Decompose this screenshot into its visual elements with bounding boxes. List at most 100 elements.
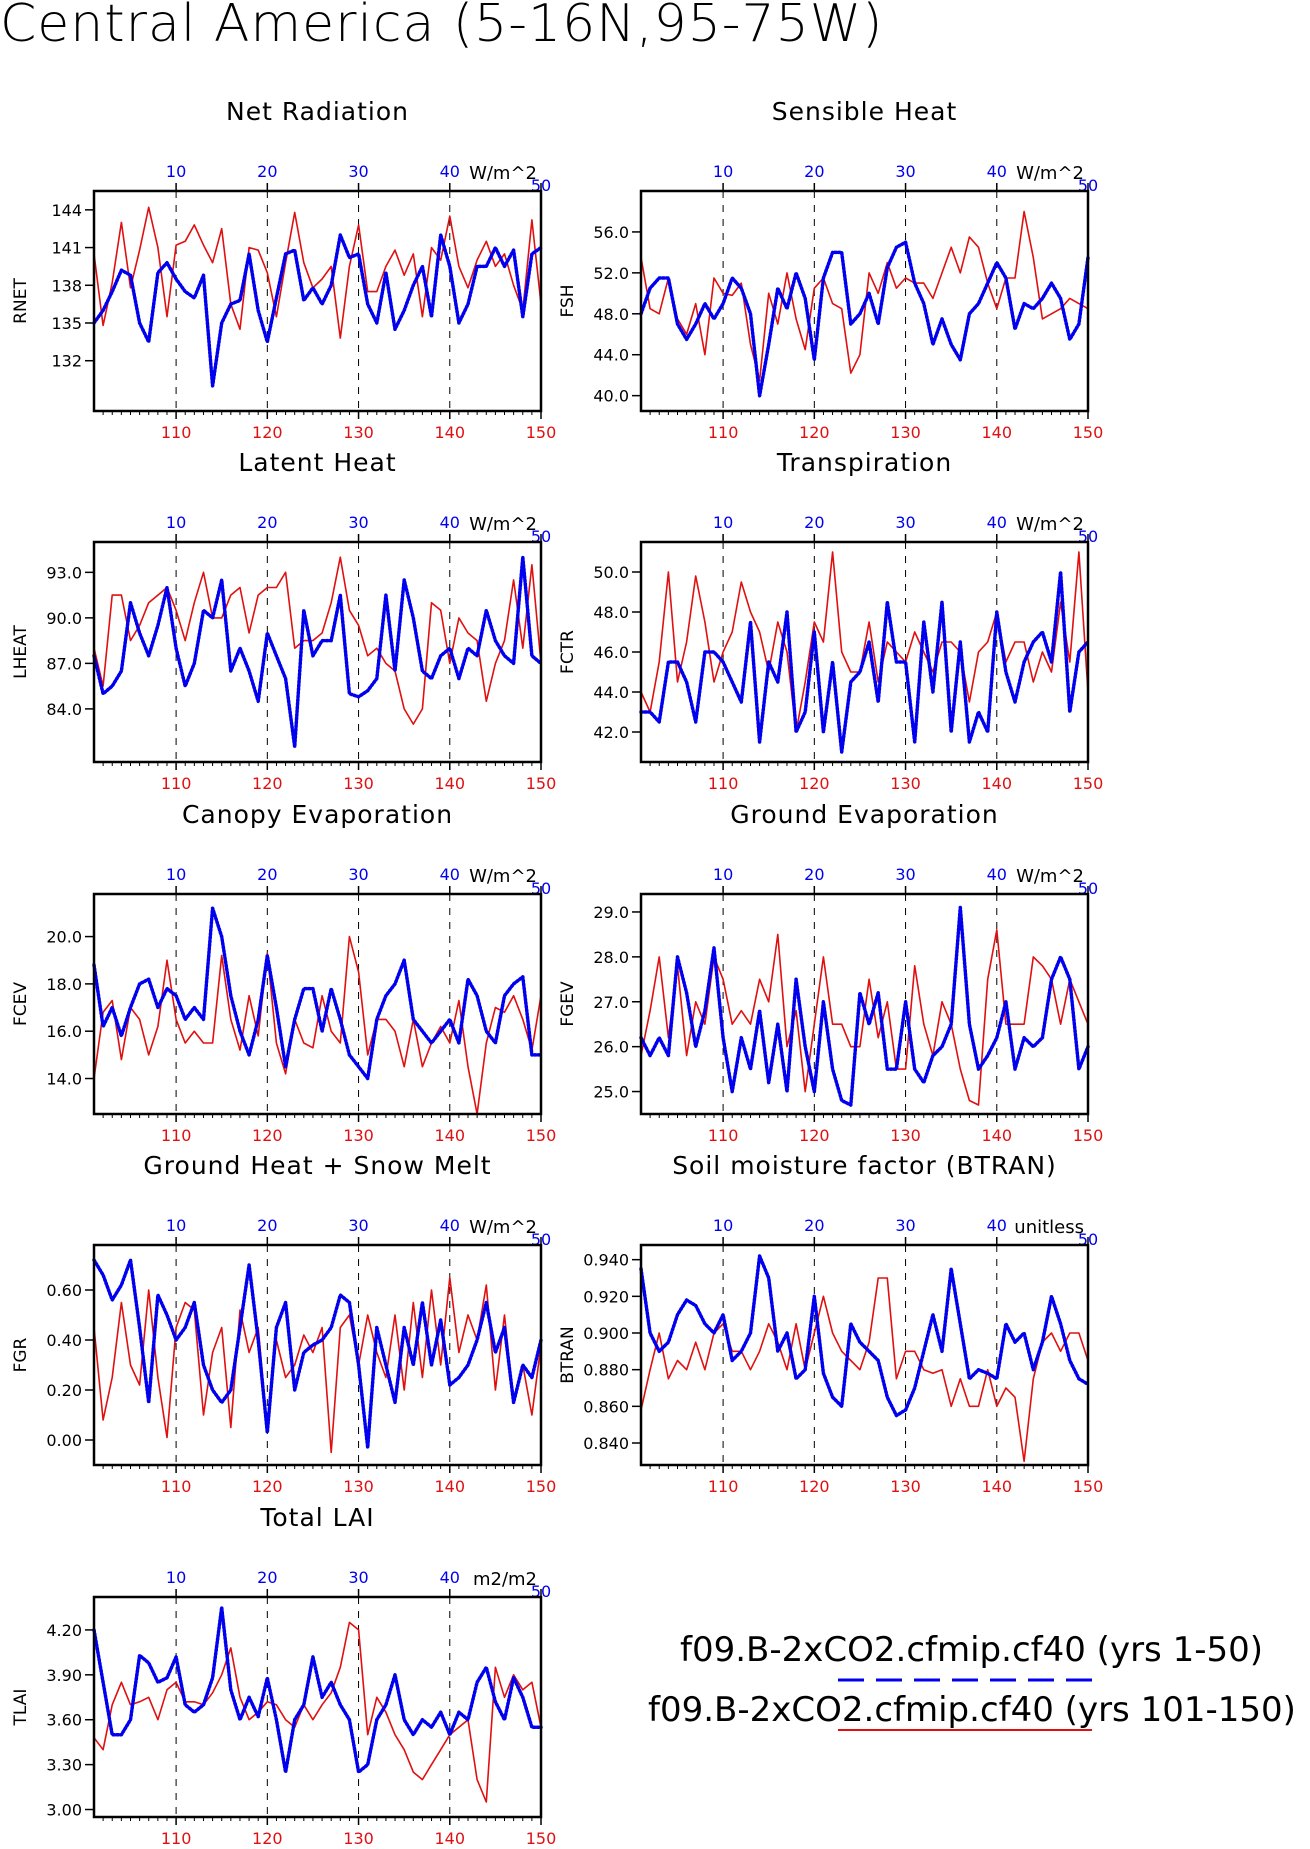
top-tick-label-1-0: 10 — [713, 162, 733, 181]
plot-frame-1 — [639, 189, 1090, 413]
y-axis-label-8: TLAI — [11, 1689, 31, 1727]
y-tick-label-2-2: 90.0 — [46, 609, 82, 628]
bottom-tick-label-8-4: 150 — [526, 1829, 557, 1848]
y-tick-label-0-4: 144 — [51, 201, 82, 220]
y-tick-label-5-3: 28.0 — [593, 948, 629, 967]
top-tick-label-5-1: 20 — [804, 865, 824, 884]
bottom-tick-label-3-2: 130 — [890, 774, 921, 793]
bottom-tick-label-6-3: 140 — [435, 1477, 466, 1496]
top-tick-label-6-1: 20 — [257, 1216, 277, 1235]
y-axis-label-2: LHEAT — [11, 625, 31, 679]
y-tick-label-8-4: 4.20 — [46, 1621, 82, 1640]
y-tick-label-7-5: 0.940 — [583, 1251, 629, 1270]
top-tick-label-3-0: 10 — [713, 513, 733, 532]
bottom-tick-label-3-3: 140 — [982, 774, 1013, 793]
bottom-tick-label-8-3: 140 — [435, 1829, 466, 1848]
y-tick-label-7-0: 0.840 — [583, 1434, 629, 1453]
panel-title-5: Ground Evaporation — [730, 800, 998, 829]
bottom-tick-label-4-3: 140 — [435, 1126, 466, 1145]
y-tick-label-7-3: 0.900 — [583, 1324, 629, 1343]
units-label-6: W/m^2 — [469, 1217, 537, 1238]
top-tick-label-1-1: 20 — [804, 162, 824, 181]
y-tick-label-0-1: 135 — [51, 314, 82, 333]
bottom-tick-label-5-2: 130 — [890, 1126, 921, 1145]
series-line-1-blue — [639, 240, 1090, 398]
bottom-tick-label-4-0: 110 — [161, 1126, 192, 1145]
panel-title-8: Total LAI — [259, 1503, 374, 1532]
bottom-tick-label-1-1: 120 — [799, 423, 830, 442]
plot-frame-2 — [92, 540, 543, 764]
series-line-2-blue — [92, 555, 543, 749]
bottom-tick-label-7-2: 130 — [890, 1477, 921, 1496]
y-tick-label-1-4: 56.0 — [593, 223, 629, 242]
series-line-4-red — [93, 935, 542, 1115]
y-tick-label-6-2: 0.40 — [46, 1331, 82, 1350]
top-tick-label-4-3: 40 — [440, 865, 460, 884]
y-tick-label-1-3: 52.0 — [593, 264, 629, 283]
y-tick-label-4-1: 16.0 — [46, 1022, 82, 1041]
top-tick-label-6-0: 10 — [166, 1216, 186, 1235]
y-tick-label-7-2: 0.880 — [583, 1361, 629, 1380]
top-tick-label-8-3: 40 — [440, 1568, 460, 1587]
units-label-0: W/m^2 — [469, 163, 537, 184]
top-tick-label-3-3: 40 — [987, 513, 1007, 532]
top-tick-label-7-1: 20 — [804, 1216, 824, 1235]
series-line-4-blue — [92, 906, 543, 1081]
series-line-7-blue — [639, 1254, 1090, 1418]
top-tick-label-3-2: 30 — [895, 513, 915, 532]
plot-frame-5 — [639, 892, 1090, 1116]
y-tick-label-6-1: 0.20 — [46, 1381, 82, 1400]
units-label-8: m2/m2 — [473, 1569, 537, 1590]
panel-title-1: Sensible Heat — [772, 97, 958, 126]
series-line-6-blue — [92, 1258, 543, 1450]
y-tick-label-7-4: 0.920 — [583, 1287, 629, 1306]
top-tick-label-0-0: 10 — [166, 162, 186, 181]
y-tick-label-7-1: 0.860 — [583, 1397, 629, 1416]
top-tick-label-4-0: 10 — [166, 865, 186, 884]
y-tick-label-8-2: 3.60 — [46, 1711, 82, 1730]
y-tick-label-8-0: 3.00 — [46, 1801, 82, 1820]
y-tick-label-1-1: 44.0 — [593, 346, 629, 365]
bottom-tick-label-6-2: 130 — [343, 1477, 374, 1496]
bottom-tick-label-4-2: 130 — [343, 1126, 374, 1145]
top-tick-label-5-2: 30 — [895, 865, 915, 884]
bottom-tick-label-8-2: 130 — [343, 1829, 374, 1848]
bottom-tick-label-2-1: 120 — [252, 774, 283, 793]
units-label-2: W/m^2 — [469, 514, 537, 535]
plot-frame-3 — [639, 540, 1090, 764]
bottom-tick-label-0-4: 150 — [526, 423, 557, 442]
page-title: Central America (5-16N,95-75W) — [0, 0, 884, 54]
y-tick-label-4-3: 20.0 — [46, 928, 82, 947]
top-tick-label-7-3: 40 — [987, 1216, 1007, 1235]
bottom-tick-label-0-2: 130 — [343, 423, 374, 442]
series-line-7-red — [640, 1277, 1089, 1463]
series-line-8-blue — [92, 1605, 543, 1774]
y-tick-label-2-0: 84.0 — [46, 700, 82, 719]
panel-title-6: Ground Heat + Snow Melt — [143, 1151, 491, 1180]
units-label-1: W/m^2 — [1016, 163, 1084, 184]
y-tick-label-6-0: 0.00 — [46, 1431, 82, 1450]
series-line-2-red — [93, 556, 542, 725]
bottom-tick-label-1-2: 130 — [890, 423, 921, 442]
y-tick-label-2-1: 87.0 — [46, 654, 82, 673]
bottom-tick-label-6-0: 110 — [161, 1477, 192, 1496]
top-tick-label-6-2: 30 — [348, 1216, 368, 1235]
units-label-7: unitless — [1014, 1217, 1084, 1238]
y-tick-label-2-3: 93.0 — [46, 563, 82, 582]
bottom-tick-label-2-2: 130 — [343, 774, 374, 793]
bottom-tick-label-6-4: 150 — [526, 1477, 557, 1496]
y-tick-label-8-1: 3.30 — [46, 1756, 82, 1775]
y-tick-label-0-0: 132 — [51, 352, 82, 371]
bottom-tick-label-0-3: 140 — [435, 423, 466, 442]
y-tick-label-3-2: 46.0 — [593, 643, 629, 662]
top-tick-label-0-1: 20 — [257, 162, 277, 181]
top-tick-label-2-1: 20 — [257, 513, 277, 532]
bottom-tick-label-5-4: 150 — [1073, 1126, 1104, 1145]
series-line-8-red — [93, 1621, 542, 1803]
series-line-5-red — [640, 929, 1089, 1106]
y-tick-label-1-2: 48.0 — [593, 305, 629, 324]
top-tick-label-0-3: 40 — [440, 162, 460, 181]
bottom-tick-label-5-3: 140 — [982, 1126, 1013, 1145]
bottom-tick-label-4-1: 120 — [252, 1126, 283, 1145]
bottom-tick-label-5-1: 120 — [799, 1126, 830, 1145]
